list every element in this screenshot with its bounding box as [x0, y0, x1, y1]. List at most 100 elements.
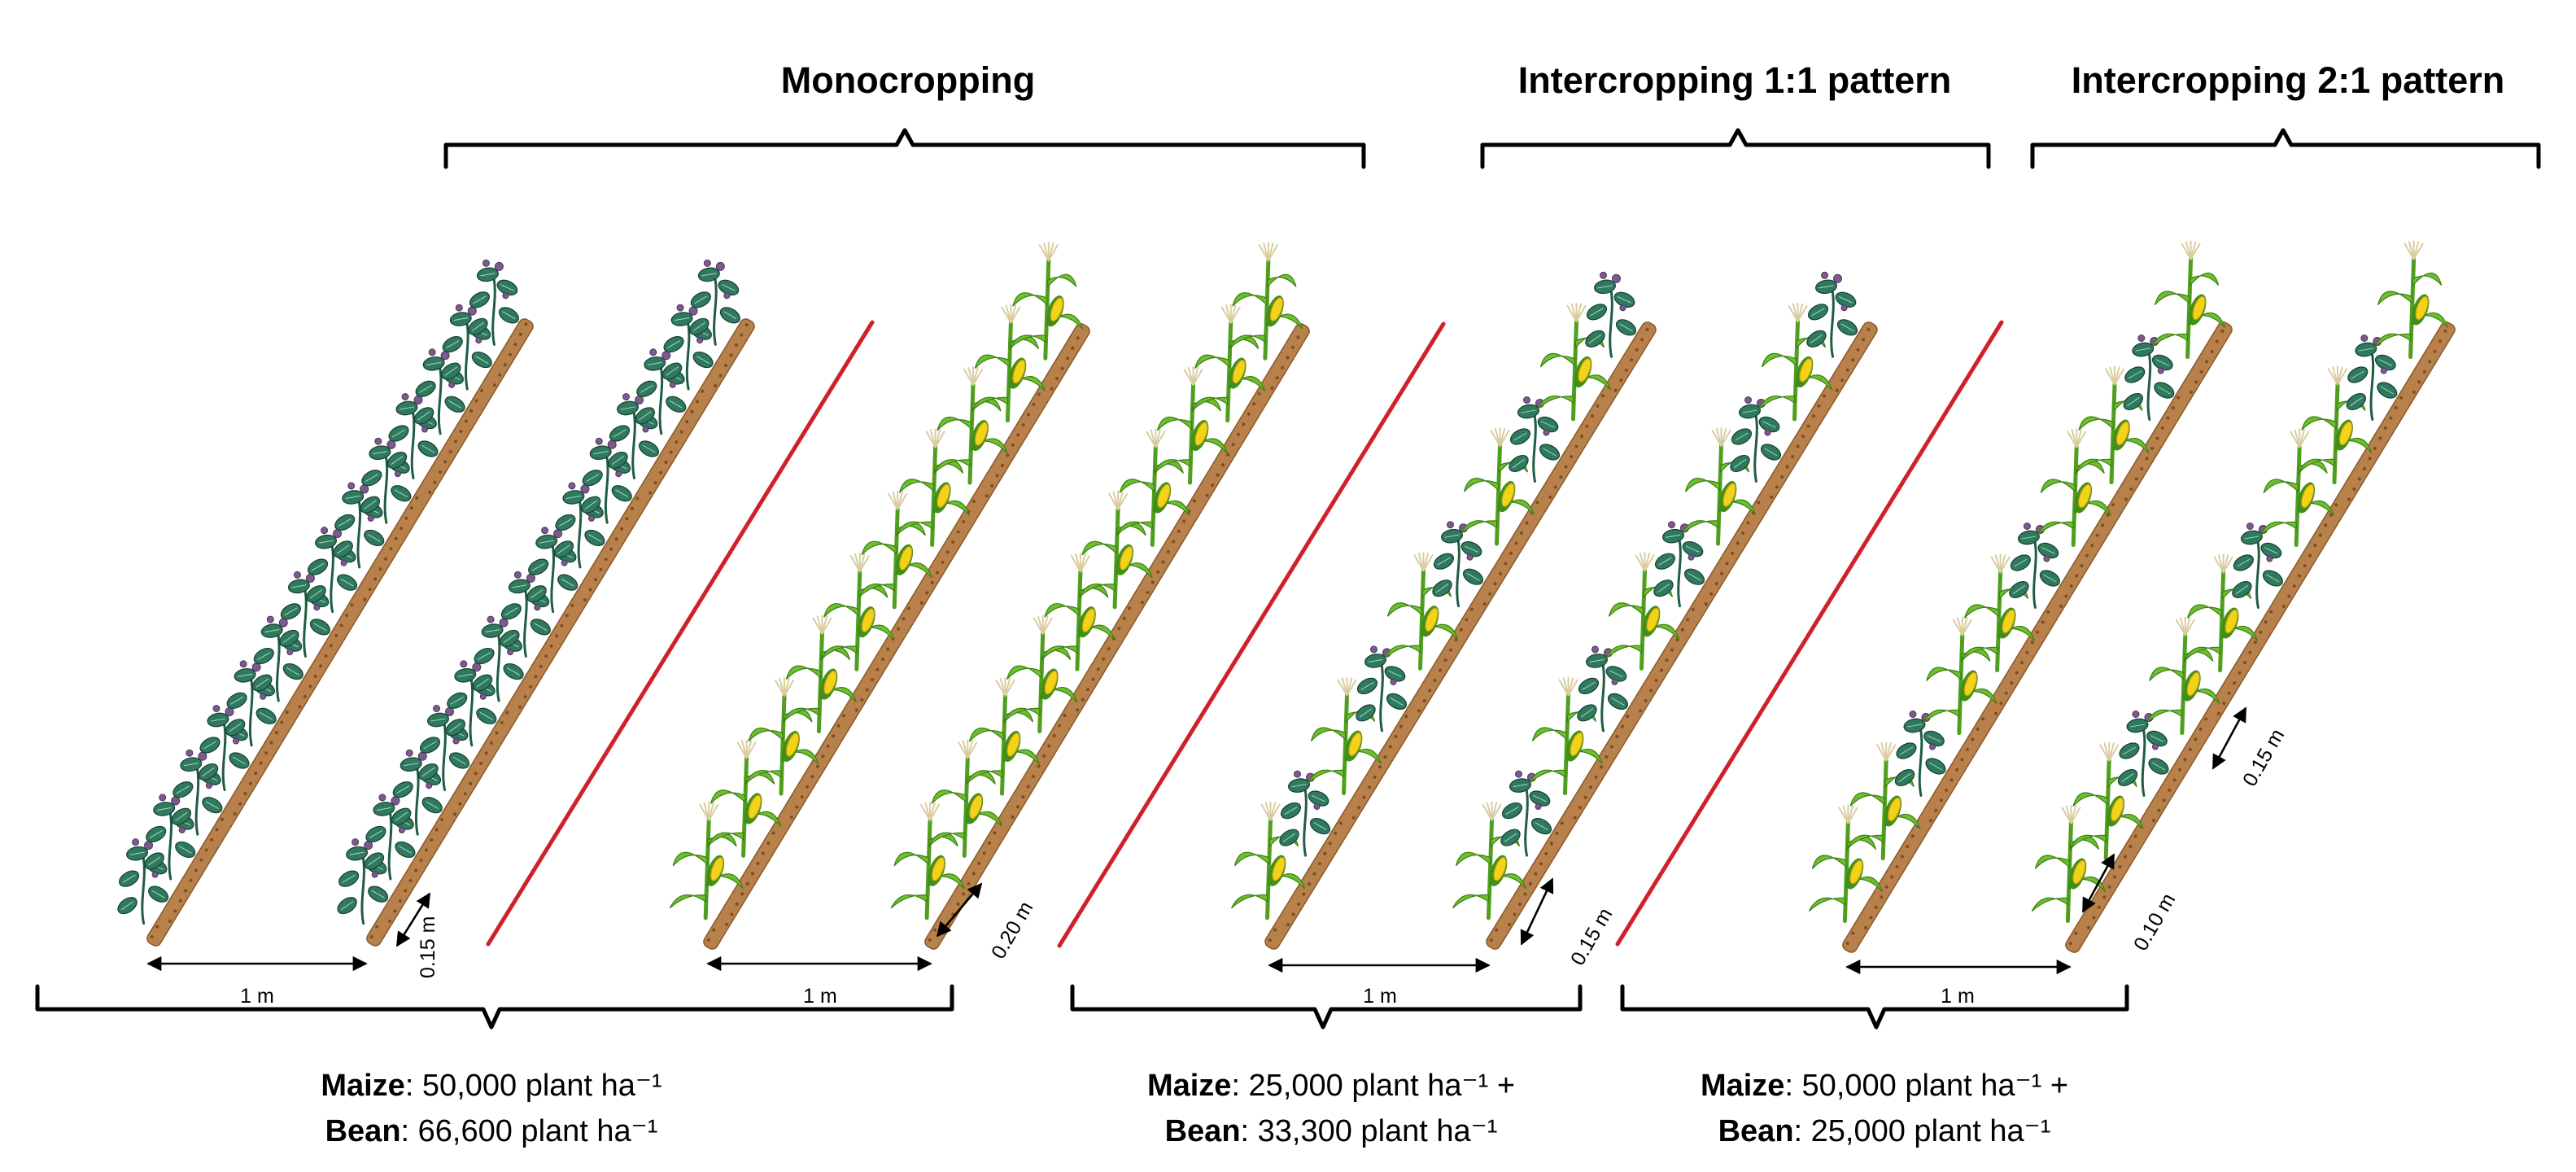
density-intercropping-2-1-maize: Maize: 50,000 plant ha⁻¹ + — [1701, 1069, 2068, 1103]
maize-plant-icon — [2374, 240, 2449, 359]
row-width-label-bean: 1 m — [240, 985, 274, 1008]
maize-plant-icon — [1528, 676, 1604, 795]
bean-plant-icon — [1577, 645, 1629, 732]
soil-strip — [703, 323, 1090, 950]
plants — [337, 259, 740, 925]
plants — [1808, 240, 2226, 923]
density-intercropping-2-1-bean-value: : 25,000 plant ha⁻¹ — [1794, 1114, 2051, 1148]
maize-plant-icon — [2146, 616, 2220, 735]
plants — [2031, 240, 2449, 923]
bracket-bottom-monocropping — [35, 984, 954, 1030]
title-monocropping: Monocropping — [781, 59, 1035, 101]
maize-plant-icon — [2075, 365, 2150, 484]
row-width-label-intercrop-2-1: 1 m — [1941, 985, 1975, 1008]
plant-rows — [117, 240, 2456, 953]
density-intercropping-2-1-bean: Bean: 25,000 plant ha⁻¹ — [1718, 1114, 2051, 1148]
bean-plant-icon — [1432, 521, 1484, 608]
spacing-label-intercrop-1-1: 0.15 m — [1566, 904, 1617, 969]
bean-plant-icon — [1585, 271, 1637, 358]
density-intercropping-2-1: Maize: 50,000 plant ha⁻¹ + Bean: 25,000 … — [1701, 1069, 2068, 1148]
divider-line-1 — [486, 320, 875, 947]
maize-plant-icon — [1923, 616, 1997, 735]
maize-plant-icon — [1681, 427, 1757, 546]
maize-plant-icon — [1757, 302, 1833, 422]
bean-plant-icon — [333, 482, 385, 569]
spacing-label-bean-mono: 0.15 m — [417, 916, 439, 978]
density-intercropping-1-1-maize-value: : 25,000 plant ha⁻¹ + — [1231, 1069, 1515, 1103]
bean-plant-icon — [1356, 645, 1408, 732]
bean-plant-icon — [2232, 523, 2283, 609]
bean-plant-icon — [1730, 396, 1782, 483]
soil-strip — [1842, 321, 2233, 953]
plants — [669, 242, 1084, 921]
maize-plant-icon — [858, 490, 932, 610]
spacing-label-intercrop-2-1-maize: 0.10 m — [2129, 890, 2180, 955]
soil-strip — [146, 318, 534, 947]
plants — [1230, 271, 1637, 921]
maize-plant-icon — [1041, 553, 1116, 671]
bracket-top-intercropping-2-1 — [2030, 128, 2541, 169]
maize-plant-icon — [933, 366, 1008, 485]
plants — [890, 242, 1303, 921]
soil-strip — [924, 323, 1310, 950]
bean-plant-icon — [2346, 335, 2398, 421]
maize-plant-icon — [2151, 240, 2226, 359]
maize-plant-icon — [1003, 614, 1078, 734]
density-monocropping-maize: Maize: 50,000 plant ha⁻¹ — [321, 1069, 661, 1103]
maize-plant-icon — [669, 801, 744, 921]
bean-plant-icon — [391, 749, 443, 836]
maize-row-2 — [890, 242, 1310, 950]
density-monocropping: Maize: 50,000 plant ha⁻¹ Bean: 66,600 pl… — [321, 1069, 661, 1148]
maize-plant-icon — [1153, 366, 1229, 485]
maize-plant-icon — [928, 739, 1002, 858]
soil-strip — [2065, 321, 2456, 953]
density-intercropping-2-1-maize-value: : 50,000 plant ha⁻¹ + — [1784, 1069, 2068, 1103]
plants — [1452, 271, 1858, 921]
maize-plant-icon — [782, 614, 857, 734]
title-intercropping-1-1: Intercropping 1:1 pattern — [1518, 59, 1952, 101]
density-monocropping-bean: Bean: 66,600 plant ha⁻¹ — [325, 1114, 658, 1148]
maize-plant-icon — [1229, 242, 1303, 361]
intercrop-2-1-row-1 — [1808, 240, 2233, 953]
density-monocropping-bean-label: Bean — [325, 1114, 401, 1148]
bean-plant-icon — [1279, 770, 1331, 857]
density-intercropping-1-1: Maize: 25,000 plant ha⁻¹ + Bean: 33,300 … — [1147, 1069, 1515, 1148]
maize-plant-icon — [2037, 428, 2111, 547]
bean-plant-icon — [1500, 770, 1552, 857]
density-intercropping-1-1-maize: Maize: 25,000 plant ha⁻¹ + — [1147, 1069, 1515, 1103]
density-monocropping-maize-value: : 50,000 plant ha⁻¹ — [405, 1069, 662, 1103]
row-width-label-maize: 1 m — [803, 985, 837, 1008]
density-intercropping-2-1-bean-label: Bean — [1718, 1114, 1794, 1148]
row-width-label-intercrop-1-1: 1 m — [1363, 985, 1397, 1008]
density-intercropping-1-1-bean-label: Bean — [1165, 1114, 1241, 1148]
bean-plant-icon — [1508, 396, 1561, 483]
intercrop-1-1-row-1 — [1230, 271, 1657, 950]
bean-plant-icon — [689, 259, 740, 346]
bean-plant-icon — [1653, 521, 1705, 608]
maize-plant-icon — [2031, 804, 2106, 923]
bean-plant-icon — [553, 482, 605, 569]
bean-plant-icon — [661, 304, 714, 391]
soil-strip — [1264, 321, 1657, 950]
spacing-arrow-intercrop-1-1 — [1520, 877, 1554, 946]
maize-plant-icon — [1009, 242, 1084, 361]
maize-plant-icon — [1961, 553, 2036, 672]
bean-plant-icon — [1894, 711, 1946, 797]
divider-line-3 — [1615, 320, 2004, 947]
bracket-bottom-intercropping-2-1 — [1620, 984, 2129, 1030]
spacing-arrow-bean-mono — [395, 892, 431, 947]
maize-plant-icon — [1116, 428, 1190, 547]
spacing-label-intercrop-2-1-bean: 0.15 m — [2238, 725, 2289, 790]
maize-plant-icon — [965, 677, 1041, 796]
maize-row-1 — [669, 242, 1090, 950]
spacing-label-maize-mono: 0.20 m — [987, 898, 1037, 963]
intercrop-1-1-row-2 — [1452, 271, 1878, 950]
maize-plant-icon — [820, 553, 895, 671]
bean-plant-icon — [418, 705, 470, 791]
bracket-top-intercropping-1-1 — [1480, 128, 1991, 169]
spacing-arrow-intercrop-2-1-maize — [2081, 853, 2115, 913]
maize-plant-icon — [1605, 552, 1680, 671]
title-intercropping-2-1: Intercropping 2:1 pattern — [2072, 59, 2505, 101]
density-intercropping-1-1-bean-value: : 33,300 plant ha⁻¹ — [1241, 1114, 1498, 1148]
